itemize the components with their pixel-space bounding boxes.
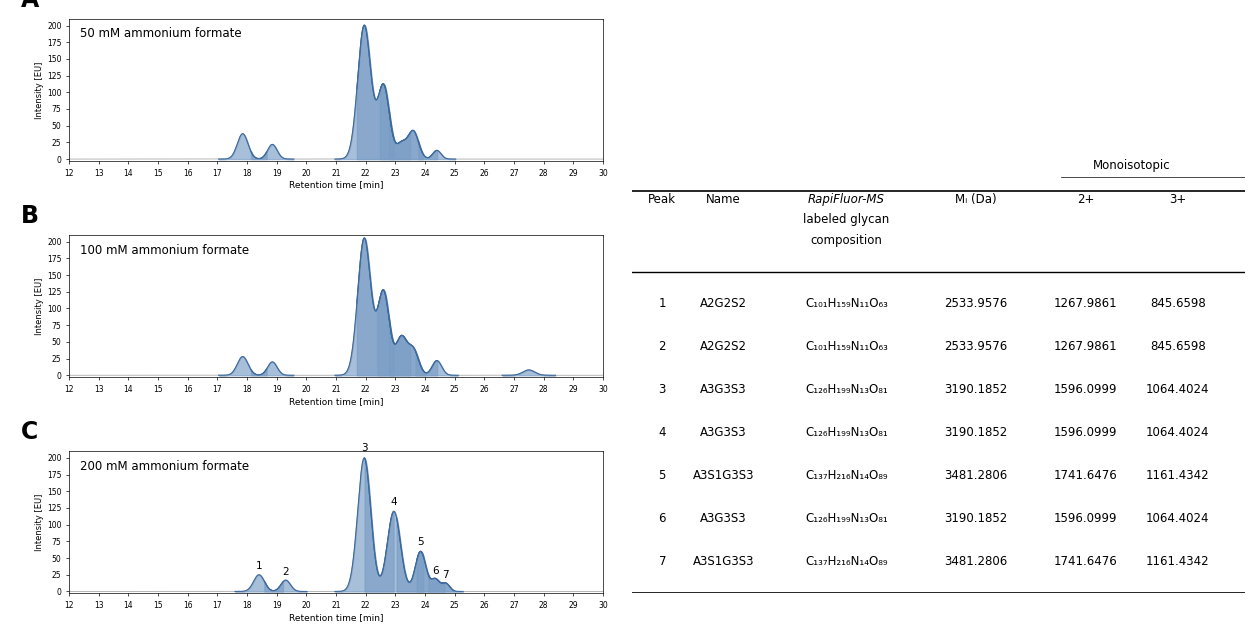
Text: 5: 5 [659, 469, 665, 482]
Text: 1596.0999: 1596.0999 [1054, 383, 1117, 396]
Text: C₁₂₆H₁₉₉N₁₃O₈₁: C₁₂₆H₁₉₉N₁₃O₈₁ [805, 426, 888, 439]
Text: 2+: 2+ [1077, 193, 1094, 207]
Text: 50 mM ammonium formate: 50 mM ammonium formate [79, 28, 242, 40]
Text: C₁₀₁H₁₅₉N₁₁O₆₃: C₁₀₁H₁₅₉N₁₁O₆₃ [805, 297, 888, 310]
Text: 3: 3 [361, 443, 367, 453]
Text: 845.6598: 845.6598 [1150, 297, 1205, 310]
Text: 1161.4342: 1161.4342 [1146, 469, 1210, 482]
Text: 6: 6 [658, 512, 665, 525]
Text: C₁₂₆H₁₉₉N₁₃O₈₁: C₁₂₆H₁₉₉N₁₃O₈₁ [805, 512, 888, 525]
Text: A2G2S2: A2G2S2 [701, 340, 747, 354]
Text: C₁₃₇H₂₁₆N₁₄O₈₉: C₁₃₇H₂₁₆N₁₄O₈₉ [805, 555, 888, 568]
Text: 5: 5 [418, 537, 424, 547]
Text: 2533.9576: 2533.9576 [944, 297, 1006, 310]
Text: A3S1G3S3: A3S1G3S3 [693, 555, 755, 568]
Text: A3G3S3: A3G3S3 [701, 512, 747, 525]
X-axis label: Retention time [min]: Retention time [min] [289, 613, 384, 622]
Text: Mᵢ (Da): Mᵢ (Da) [955, 193, 996, 207]
Text: 1: 1 [255, 561, 262, 571]
Y-axis label: Intensity [EU]: Intensity [EU] [35, 494, 44, 551]
Text: 3481.2806: 3481.2806 [944, 555, 1006, 568]
Text: A: A [21, 0, 39, 12]
Text: A3G3S3: A3G3S3 [701, 426, 747, 439]
Text: 3+: 3+ [1169, 193, 1186, 207]
Text: 1267.9861: 1267.9861 [1054, 297, 1117, 310]
Text: 7: 7 [443, 570, 449, 580]
Text: 1741.6476: 1741.6476 [1054, 469, 1117, 482]
Text: A3G3S3: A3G3S3 [701, 383, 747, 396]
Text: C₁₀₁H₁₅₉N₁₁O₆₃: C₁₀₁H₁₅₉N₁₁O₆₃ [805, 340, 888, 354]
Text: 1741.6476: 1741.6476 [1054, 555, 1117, 568]
Text: 200 mM ammonium formate: 200 mM ammonium formate [79, 460, 249, 473]
Text: 7: 7 [658, 555, 665, 568]
Text: 4: 4 [390, 497, 398, 507]
Text: 1161.4342: 1161.4342 [1146, 555, 1210, 568]
Text: 3: 3 [659, 383, 665, 396]
Text: 1064.4024: 1064.4024 [1146, 383, 1210, 396]
Text: composition: composition [810, 234, 882, 247]
Text: 2533.9576: 2533.9576 [944, 340, 1006, 354]
Text: 3190.1852: 3190.1852 [944, 512, 1006, 525]
Text: C₁₃₇H₂₁₆N₁₄O₈₉: C₁₃₇H₂₁₆N₁₄O₈₉ [805, 469, 888, 482]
Y-axis label: Intensity [EU]: Intensity [EU] [35, 278, 44, 335]
Text: 6: 6 [431, 566, 439, 576]
Text: 1596.0999: 1596.0999 [1054, 512, 1117, 525]
Text: A3S1G3S3: A3S1G3S3 [693, 469, 755, 482]
Text: RapiFluor-MS: RapiFluor-MS [808, 193, 884, 207]
Text: 1596.0999: 1596.0999 [1054, 426, 1117, 439]
Text: C₁₂₆H₁₉₉N₁₃O₈₁: C₁₂₆H₁₉₉N₁₃O₈₁ [805, 383, 888, 396]
Text: Name: Name [706, 193, 741, 207]
Text: B: B [21, 204, 39, 228]
Text: 845.6598: 845.6598 [1150, 340, 1205, 354]
Text: 3481.2806: 3481.2806 [944, 469, 1006, 482]
X-axis label: Retention time [min]: Retention time [min] [289, 397, 384, 406]
Text: Peak: Peak [648, 193, 677, 207]
Text: 3190.1852: 3190.1852 [944, 426, 1006, 439]
Text: 1: 1 [658, 297, 665, 310]
Text: A2G2S2: A2G2S2 [701, 297, 747, 310]
Text: C: C [21, 420, 39, 444]
Y-axis label: Intensity [EU]: Intensity [EU] [35, 62, 44, 119]
X-axis label: Retention time [min]: Retention time [min] [289, 180, 384, 190]
Text: 4: 4 [658, 426, 665, 439]
Text: 100 mM ammonium formate: 100 mM ammonium formate [79, 244, 249, 257]
Text: Monoisotopic: Monoisotopic [1093, 159, 1171, 172]
Text: 2: 2 [282, 566, 289, 577]
Text: 3190.1852: 3190.1852 [944, 383, 1006, 396]
Text: 2: 2 [658, 340, 665, 354]
Text: 1064.4024: 1064.4024 [1146, 512, 1210, 525]
Text: 1064.4024: 1064.4024 [1146, 426, 1210, 439]
Text: labeled glycan: labeled glycan [804, 214, 889, 227]
Text: 1267.9861: 1267.9861 [1054, 340, 1117, 354]
